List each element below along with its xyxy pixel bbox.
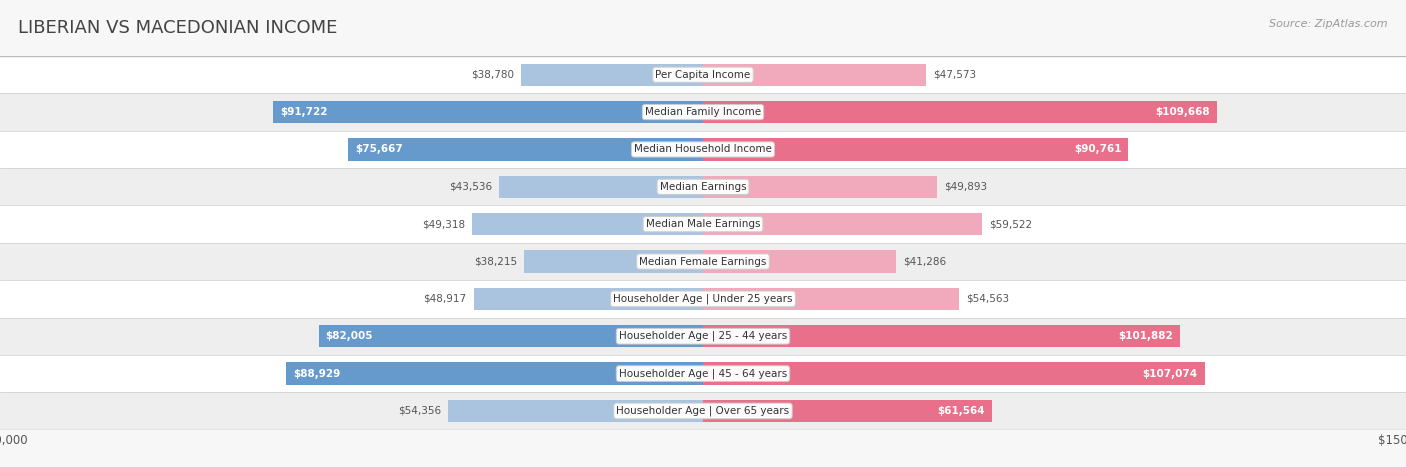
Text: $48,917: $48,917: [423, 294, 467, 304]
Text: $90,761: $90,761: [1074, 144, 1122, 155]
Bar: [273, 101, 703, 123]
Bar: [703, 325, 1181, 347]
Text: $49,318: $49,318: [422, 219, 465, 229]
Bar: [0, 280, 1406, 318]
Bar: [703, 101, 1218, 123]
Text: $61,564: $61,564: [936, 406, 984, 416]
Text: $59,522: $59,522: [988, 219, 1032, 229]
Text: Median Household Income: Median Household Income: [634, 144, 772, 155]
Text: Householder Age | Under 25 years: Householder Age | Under 25 years: [613, 294, 793, 304]
Bar: [0, 392, 1406, 430]
Bar: [522, 64, 703, 86]
Bar: [0, 243, 1406, 280]
Text: Householder Age | 25 - 44 years: Householder Age | 25 - 44 years: [619, 331, 787, 341]
Text: Per Capita Income: Per Capita Income: [655, 70, 751, 80]
Bar: [319, 325, 703, 347]
Bar: [703, 288, 959, 310]
Bar: [472, 213, 703, 235]
Bar: [703, 400, 991, 422]
Text: Householder Age | 45 - 64 years: Householder Age | 45 - 64 years: [619, 368, 787, 379]
Bar: [0, 93, 1406, 131]
Text: Householder Age | Over 65 years: Householder Age | Over 65 years: [616, 406, 790, 416]
Bar: [0, 131, 1406, 168]
Text: $88,929: $88,929: [294, 368, 340, 379]
Text: $82,005: $82,005: [326, 331, 373, 341]
Bar: [524, 250, 703, 273]
Text: Median Family Income: Median Family Income: [645, 107, 761, 117]
Text: $49,893: $49,893: [943, 182, 987, 192]
Text: $107,074: $107,074: [1143, 368, 1198, 379]
Text: $38,215: $38,215: [474, 256, 517, 267]
Bar: [703, 213, 981, 235]
Bar: [287, 362, 703, 385]
Bar: [499, 176, 703, 198]
Text: LIBERIAN VS MACEDONIAN INCOME: LIBERIAN VS MACEDONIAN INCOME: [18, 19, 337, 37]
Bar: [349, 138, 703, 161]
Bar: [703, 64, 927, 86]
Bar: [0, 205, 1406, 243]
Text: $43,536: $43,536: [449, 182, 492, 192]
Bar: [0, 355, 1406, 392]
Text: Median Female Earnings: Median Female Earnings: [640, 256, 766, 267]
Text: $38,780: $38,780: [471, 70, 515, 80]
Text: $47,573: $47,573: [934, 70, 976, 80]
Text: $54,563: $54,563: [966, 294, 1010, 304]
Bar: [474, 288, 703, 310]
Text: Median Earnings: Median Earnings: [659, 182, 747, 192]
Bar: [449, 400, 703, 422]
Bar: [0, 56, 1406, 93]
Text: Median Male Earnings: Median Male Earnings: [645, 219, 761, 229]
Bar: [703, 138, 1129, 161]
Text: Source: ZipAtlas.com: Source: ZipAtlas.com: [1270, 19, 1388, 28]
Bar: [0, 318, 1406, 355]
Bar: [0, 168, 1406, 205]
Text: $109,668: $109,668: [1156, 107, 1211, 117]
Text: $75,667: $75,667: [356, 144, 404, 155]
Text: $54,356: $54,356: [398, 406, 441, 416]
Bar: [703, 176, 936, 198]
Bar: [703, 250, 897, 273]
Text: $101,882: $101,882: [1119, 331, 1174, 341]
Text: $41,286: $41,286: [904, 256, 946, 267]
Bar: [703, 362, 1205, 385]
Text: $91,722: $91,722: [280, 107, 328, 117]
